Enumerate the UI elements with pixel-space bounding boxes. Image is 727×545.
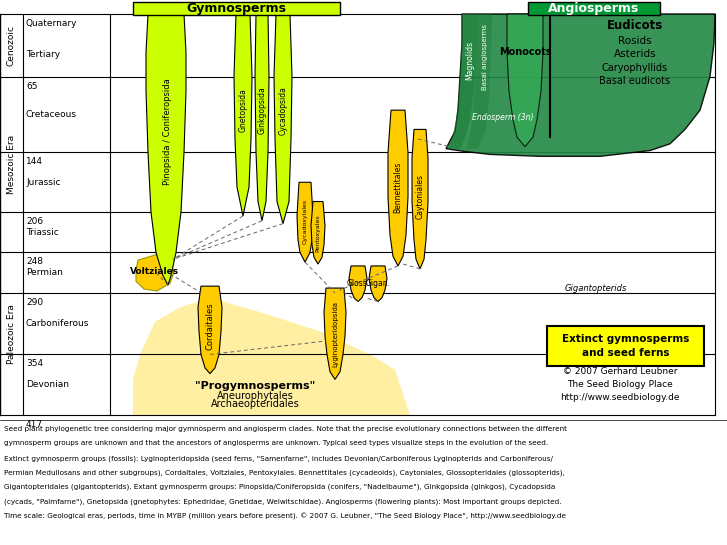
- Text: Lyginopteridopsida: Lyginopteridopsida: [332, 301, 338, 367]
- Text: 248: 248: [26, 257, 43, 267]
- Text: Voltziales: Voltziales: [130, 267, 180, 276]
- Polygon shape: [234, 14, 252, 216]
- Polygon shape: [466, 14, 492, 149]
- Text: Bennettitales: Bennettitales: [393, 161, 403, 213]
- Polygon shape: [446, 14, 715, 156]
- Text: 290: 290: [26, 298, 43, 307]
- Polygon shape: [198, 286, 222, 374]
- Text: Rosids: Rosids: [618, 36, 652, 46]
- Polygon shape: [274, 14, 292, 223]
- Text: Caryophyllids: Caryophyllids: [602, 63, 668, 73]
- Polygon shape: [324, 288, 346, 379]
- Text: Pinopsida / Coniferopsida: Pinopsida / Coniferopsida: [164, 78, 172, 185]
- Text: Aneurophytales: Aneurophytales: [217, 391, 294, 401]
- Text: Permian: Permian: [26, 268, 63, 277]
- Text: 65: 65: [26, 82, 38, 90]
- Text: Extinct gymnosperms: Extinct gymnosperms: [562, 334, 689, 343]
- Text: Monocots: Monocots: [499, 47, 551, 57]
- Polygon shape: [146, 14, 186, 285]
- FancyBboxPatch shape: [133, 2, 340, 15]
- Text: Eudicots: Eudicots: [607, 19, 663, 32]
- Text: 354: 354: [26, 359, 43, 368]
- Text: Magnolids: Magnolids: [465, 40, 475, 80]
- Polygon shape: [446, 14, 478, 149]
- Text: 417: 417: [26, 420, 43, 429]
- Text: Gigantopterids: Gigantopterids: [565, 283, 627, 293]
- Text: Caytoniales: Caytoniales: [416, 174, 425, 219]
- Polygon shape: [133, 298, 410, 415]
- Text: Cenozoic: Cenozoic: [7, 25, 16, 66]
- Text: Angiosperms: Angiosperms: [548, 2, 640, 15]
- Text: Tertiary: Tertiary: [26, 50, 60, 59]
- Text: Paleozoic Era: Paleozoic Era: [7, 304, 16, 364]
- Text: Carboniferous: Carboniferous: [26, 319, 89, 328]
- Text: Gloss.: Gloss.: [347, 278, 369, 288]
- Text: (cycads, "Palmfarne"), Gnetopsida (gnetophytes: Ephedridae, Gnetidae, Welwitschi: (cycads, "Palmfarne"), Gnetopsida (gneto…: [4, 499, 561, 505]
- Polygon shape: [388, 110, 408, 266]
- Text: Gigan.: Gigan.: [366, 278, 390, 288]
- Text: Asterids: Asterids: [614, 50, 656, 59]
- Text: Permian Medullosans and other subgroups), Cordaitales, Voltziales, Pentoxylales.: Permian Medullosans and other subgroups)…: [4, 469, 565, 476]
- Text: Cretaceous: Cretaceous: [26, 110, 77, 119]
- Text: Ginkgopsida: Ginkgopsida: [257, 86, 267, 134]
- Polygon shape: [136, 255, 174, 291]
- FancyBboxPatch shape: [547, 325, 704, 366]
- FancyBboxPatch shape: [528, 2, 660, 15]
- Text: Triassic: Triassic: [26, 228, 59, 237]
- Bar: [0, 420, 727, 545]
- Text: Devonian: Devonian: [26, 380, 69, 389]
- Text: Seed plant phylogenetic tree considering major gymnosperm and angiosperm clades.: Seed plant phylogenetic tree considering…: [4, 426, 567, 432]
- Text: Pentoxyales: Pentoxyales: [316, 214, 321, 252]
- Text: and seed ferns: and seed ferns: [582, 348, 670, 358]
- Text: Jurassic: Jurassic: [26, 178, 60, 187]
- Text: gymnosperm groups are unknown and that the ancestors of angiosperms are unknown.: gymnosperm groups are unknown and that t…: [4, 440, 548, 446]
- Text: 206: 206: [26, 217, 43, 226]
- Text: Gnetopsida: Gnetopsida: [238, 88, 247, 132]
- Text: Gymnosperms: Gymnosperms: [187, 2, 286, 15]
- Text: Gigantopteridales (gigantopterids). Extant gymnosperm groups: Pinopsida/Conifero: Gigantopteridales (gigantopterids). Exta…: [4, 484, 555, 490]
- Polygon shape: [369, 266, 387, 301]
- Text: Mesozoic Era: Mesozoic Era: [7, 135, 16, 194]
- Text: Quaternary: Quaternary: [26, 19, 78, 28]
- Polygon shape: [412, 129, 428, 269]
- Polygon shape: [507, 14, 543, 147]
- Polygon shape: [349, 266, 367, 301]
- Text: Cycadopsida: Cycadopsida: [278, 86, 287, 135]
- Text: Basal eudicots: Basal eudicots: [600, 76, 670, 86]
- Text: "Progymnosperms": "Progymnosperms": [195, 381, 315, 391]
- Polygon shape: [311, 202, 325, 264]
- Text: Cordaitales: Cordaitales: [206, 302, 214, 350]
- Text: Basal angiosperms: Basal angiosperms: [482, 25, 488, 90]
- Text: Archaeopteridales: Archaeopteridales: [211, 399, 300, 409]
- Polygon shape: [297, 182, 313, 262]
- Text: Endosperm (3n): Endosperm (3n): [473, 113, 534, 123]
- Text: © 2007 Gerhard Leubner
The Seed Biology Place
http://www.seedbiology.de: © 2007 Gerhard Leubner The Seed Biology …: [561, 367, 680, 402]
- Text: Cycadoxylales: Cycadoxylales: [302, 199, 308, 244]
- Polygon shape: [255, 14, 269, 221]
- Text: Time scale: Geological eras, periods, time in MYBP (million years before present: Time scale: Geological eras, periods, ti…: [4, 513, 566, 520]
- Text: 144: 144: [26, 158, 43, 166]
- Text: Extinct gymnosperm groups (fossils): Lyginopteridopsida (seed ferns, "Samenfarne: Extinct gymnosperm groups (fossils): Lyg…: [4, 455, 553, 462]
